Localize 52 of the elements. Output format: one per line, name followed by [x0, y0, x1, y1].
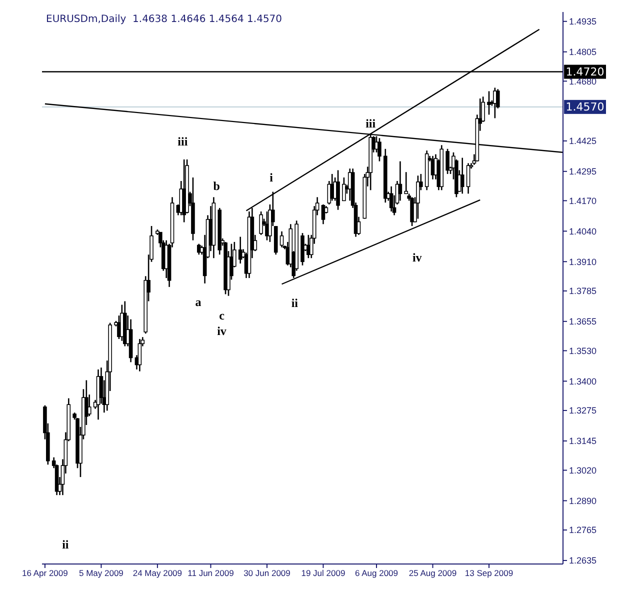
annotation: ii [62, 538, 70, 552]
y-tick-label: 1.3655 [569, 316, 597, 327]
candlestick [280, 230, 284, 248]
x-tick-label: 19 Jul 2009 [301, 568, 346, 578]
annotation: iii [178, 134, 188, 149]
y-tick-label: 1.4040 [569, 226, 597, 236]
y-tick-label: 1.4425 [569, 136, 597, 146]
y-tick-label: 1.2890 [569, 496, 597, 506]
y-tick-label: 1.2635 [569, 556, 597, 566]
x-tick-label: 16 Apr 2009 [22, 568, 68, 578]
x-tick-label: 13 Sep 2009 [464, 568, 514, 578]
y-tick-label: 1.3020 [569, 465, 597, 476]
y-tick-label: 1.4680 [569, 76, 597, 86]
y-tick-label: 1.3530 [569, 346, 597, 356]
candlestick [446, 148, 450, 175]
chart-title: EURUSDm,Daily 1.4638 1.4646 1.4564 1.4570 [46, 14, 282, 25]
y-tick-label: 1.4170 [569, 196, 597, 206]
x-tick-label: 24 May 2009 [132, 568, 182, 578]
y-tick-label: 1.3145 [569, 436, 597, 446]
y-tick-label: 1.3400 [569, 376, 597, 386]
annotation: a [195, 294, 202, 309]
candlestick [416, 174, 420, 220]
candlestick [466, 162, 470, 194]
annotation: iv [412, 250, 422, 265]
x-tick-label: 11 Jun 2009 [188, 568, 234, 578]
y-tick-label: 1.3275 [569, 406, 597, 416]
ref-line-label: 1.4570 [566, 100, 604, 114]
y-tick-label: 1.4295 [569, 166, 597, 177]
x-tick-label: 30 Jun 2009 [244, 568, 291, 578]
candlestick [460, 157, 464, 194]
candlestick [378, 137, 382, 162]
y-tick-label: 1.3785 [569, 286, 597, 296]
x-tick-label: 25 Aug 2009 [408, 568, 457, 578]
ref-line-label: 1.4720 [566, 65, 604, 78]
annotation: b [213, 178, 220, 193]
y-tick-label: 1.2765 [569, 525, 597, 536]
y-tick-label: 1.3910 [569, 256, 597, 267]
annotation: iv [217, 324, 226, 338]
annotation: iii [366, 116, 376, 130]
candlestick [398, 160, 402, 202]
x-tick-label: 5 May 2009 [78, 568, 124, 578]
candlestick [389, 186, 394, 212]
annotation: c [219, 308, 226, 323]
candlestick [342, 176, 346, 202]
candlestick [138, 338, 142, 372]
annotation: i [270, 170, 274, 185]
y-tick-label: 1.4935 [569, 16, 597, 27]
candlestick [259, 210, 263, 236]
y-tick-label: 1.4805 [569, 47, 597, 58]
candlestick [336, 170, 340, 210]
annotation: ii [291, 296, 299, 310]
x-tick-label: 6 Aug 2009 [355, 568, 398, 578]
